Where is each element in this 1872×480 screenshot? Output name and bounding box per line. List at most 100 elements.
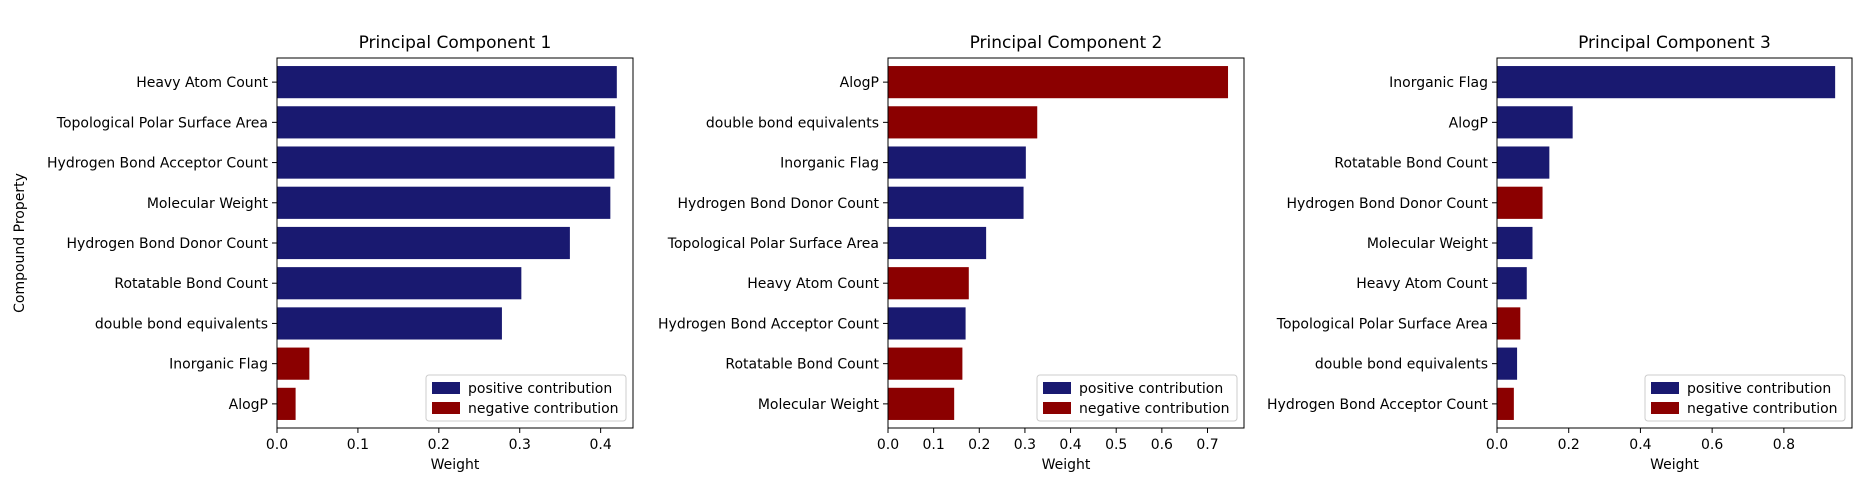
x-tick-label: 0.2 bbox=[428, 437, 450, 453]
x-tick-label: 0.6 bbox=[1151, 437, 1173, 453]
panel-2: Principal Component 2 AlogP double bond eq… bbox=[658, 33, 1245, 473]
x-tick-label: 0.3 bbox=[1014, 437, 1036, 453]
y-axis-label: Compound Property bbox=[12, 173, 28, 313]
bar bbox=[277, 106, 616, 139]
bar bbox=[1497, 186, 1543, 219]
category-label: Rotatable Bond Count bbox=[1334, 156, 1488, 172]
bar bbox=[1497, 347, 1518, 380]
bar bbox=[1497, 106, 1573, 139]
category-label: Hydrogen Bond Donor Count bbox=[67, 236, 269, 252]
category-label: double bond equivalents bbox=[1315, 357, 1488, 373]
bar bbox=[277, 387, 296, 420]
category-label: Hydrogen Bond Acceptor Count bbox=[1267, 397, 1488, 413]
panel-3: Principal Component 3 Inorganic Flag AlogP… bbox=[1267, 33, 1853, 473]
legend bbox=[1644, 374, 1846, 422]
category-label: AlogP bbox=[840, 75, 879, 91]
panel-title: Principal Component 3 bbox=[1578, 33, 1771, 53]
axes-frame bbox=[887, 57, 1245, 429]
x-tick-label: 0.4 bbox=[590, 437, 612, 453]
category-label: Molecular Weight bbox=[147, 196, 269, 212]
x-tick-label: 0.0 bbox=[877, 437, 899, 453]
category-label: double bond equivalents bbox=[706, 115, 879, 131]
legend-swatch-positive bbox=[432, 382, 460, 394]
category-label: double bond equivalents bbox=[95, 316, 268, 332]
bar bbox=[888, 226, 987, 260]
x-tick-label: 0.5 bbox=[1105, 437, 1127, 453]
bar bbox=[1497, 267, 1527, 300]
bar bbox=[1497, 307, 1521, 340]
x-tick-label: 0.2 bbox=[968, 437, 990, 453]
category-label: Topological Polar Surface Area bbox=[1276, 316, 1488, 332]
bar bbox=[888, 307, 966, 340]
category-label: Rotatable Bond Count bbox=[725, 357, 879, 373]
legend-label-negative: negative contribution bbox=[1079, 401, 1230, 417]
legend bbox=[1036, 374, 1238, 422]
legend-label-positive: positive contribution bbox=[1079, 381, 1223, 397]
bar bbox=[277, 66, 617, 99]
x-tick-label: 0.7 bbox=[1196, 437, 1218, 453]
legend-swatch-negative bbox=[1651, 402, 1679, 414]
x-tick-label: 0.0 bbox=[266, 437, 288, 453]
legend-label-negative: negative contribution bbox=[468, 401, 619, 417]
category-label: Hydrogen Bond Acceptor Count bbox=[47, 156, 268, 172]
bar bbox=[888, 186, 1024, 219]
x-tick-label: 0.1 bbox=[347, 437, 369, 453]
category-label: Hydrogen Bond Donor Count bbox=[1287, 196, 1489, 212]
category-label: Topological Polar Surface Area bbox=[667, 236, 879, 252]
bar bbox=[888, 347, 963, 380]
category-label: Inorganic Flag bbox=[780, 156, 879, 172]
category-label: Heavy Atom Count bbox=[1356, 276, 1488, 292]
panel-title: Principal Component 1 bbox=[359, 33, 552, 53]
bar bbox=[277, 307, 502, 340]
bar bbox=[888, 267, 969, 300]
bar bbox=[888, 146, 1026, 179]
bar bbox=[1497, 387, 1514, 420]
category-label: AlogP bbox=[229, 397, 268, 413]
x-tick-label: 0.0 bbox=[1486, 437, 1508, 453]
category-label: Rotatable Bond Count bbox=[114, 276, 268, 292]
category-label: Inorganic Flag bbox=[169, 357, 268, 373]
bar bbox=[888, 66, 1229, 99]
legend-swatch-positive bbox=[1651, 382, 1679, 394]
x-tick-label: 0.8 bbox=[1773, 437, 1795, 453]
category-label: Hydrogen Bond Acceptor Count bbox=[658, 316, 879, 332]
x-axis-label: Weight bbox=[431, 457, 480, 473]
legend-swatch-negative bbox=[1043, 402, 1071, 414]
legend-label-negative: negative contribution bbox=[1687, 401, 1838, 417]
bar bbox=[277, 186, 611, 219]
category-label: Hydrogen Bond Donor Count bbox=[678, 196, 880, 212]
category-label: Inorganic Flag bbox=[1389, 75, 1488, 91]
legend-swatch-negative bbox=[432, 402, 460, 414]
bar bbox=[888, 387, 955, 420]
category-label: AlogP bbox=[1449, 115, 1488, 131]
x-axis-label: Weight bbox=[1650, 457, 1699, 473]
x-tick-label: 0.2 bbox=[1558, 437, 1580, 453]
legend bbox=[425, 374, 627, 422]
axes-frame bbox=[1496, 57, 1853, 429]
category-label: Topological Polar Surface Area bbox=[56, 115, 268, 131]
legend-label-positive: positive contribution bbox=[1687, 381, 1831, 397]
legend-label-positive: positive contribution bbox=[468, 381, 612, 397]
x-axis-label: Weight bbox=[1042, 457, 1091, 473]
bar bbox=[277, 146, 615, 179]
x-tick-label: 0.1 bbox=[923, 437, 945, 453]
bar bbox=[277, 347, 310, 380]
category-label: Heavy Atom Count bbox=[136, 75, 268, 91]
x-tick-label: 0.6 bbox=[1701, 437, 1723, 453]
bar bbox=[1497, 146, 1550, 179]
x-tick-label: 0.3 bbox=[509, 437, 531, 453]
bar bbox=[1497, 66, 1836, 99]
category-label: Heavy Atom Count bbox=[747, 276, 879, 292]
panel-1: Principal Component 1 Heavy Atom Count Top… bbox=[12, 33, 634, 473]
x-tick-label: 0.4 bbox=[1059, 437, 1081, 453]
panel-title: Principal Component 2 bbox=[970, 33, 1163, 53]
category-label: Molecular Weight bbox=[1367, 236, 1489, 252]
axes-frame bbox=[276, 57, 634, 429]
bar bbox=[1497, 226, 1533, 260]
x-tick-label: 0.4 bbox=[1629, 437, 1651, 453]
bar bbox=[888, 106, 1038, 139]
legend-swatch-positive bbox=[1043, 382, 1071, 394]
bar bbox=[277, 226, 570, 260]
bar bbox=[277, 267, 522, 300]
